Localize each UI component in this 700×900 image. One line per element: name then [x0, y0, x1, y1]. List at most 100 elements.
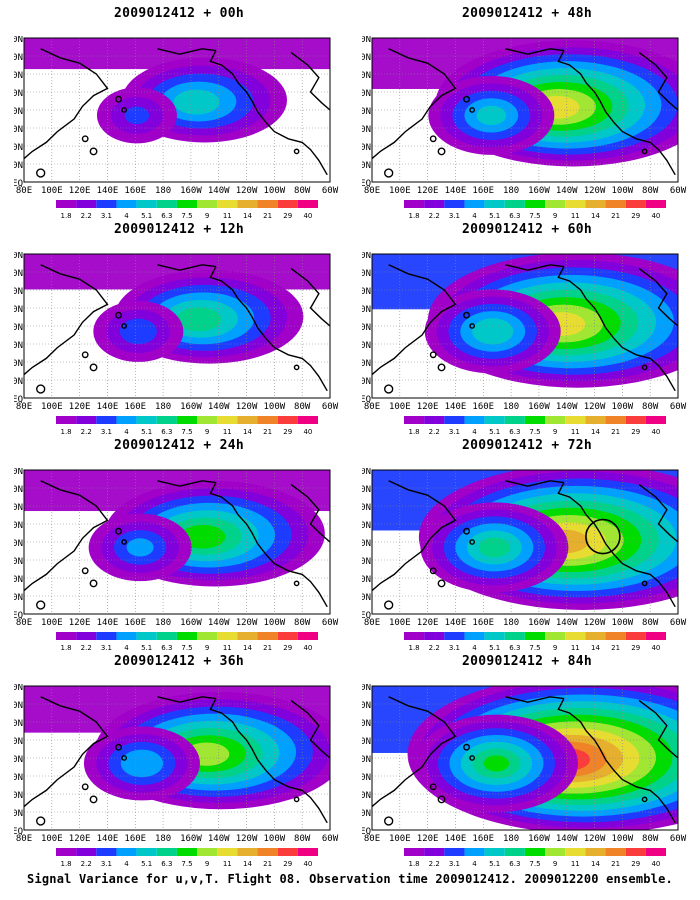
colorbar-label: 40	[651, 428, 660, 436]
lat-lon-grid	[372, 686, 678, 830]
colorbar-swatch	[504, 848, 525, 856]
colorbar-label: 11	[223, 644, 232, 652]
lon-tick-label: 100E	[389, 834, 411, 844]
colorbar-label: 11	[571, 860, 580, 868]
lon-tick-label: 140E	[97, 402, 119, 412]
colorbar-label: 9	[553, 644, 557, 652]
lat-tick-label: 60N	[14, 287, 23, 297]
lat-tick-label: 10N	[362, 161, 371, 171]
colorbar-label: 5.1	[141, 428, 152, 436]
map-frame	[371, 469, 679, 615]
colorbar-swatch	[545, 416, 566, 424]
colorbar-swatch	[484, 632, 505, 640]
lat-lon-grid	[24, 38, 330, 182]
lat-tick-label: EQ	[362, 611, 371, 621]
colorbar: 1.8 2.2 3.1 4 5.1 6.3 7.5 9 11 14 21 29 40	[56, 200, 318, 220]
colorbar-label: 29	[283, 428, 292, 436]
colorbar: 1.8 2.2 3.1 4 5.1 6.3 7.5 9 11 14 21 29 40	[404, 848, 666, 868]
lon-tick-label: 180	[155, 834, 171, 844]
figure-caption: Signal Variance for u,v,T. Flight 08. Ob…	[27, 872, 673, 886]
colorbar-swatch	[156, 416, 177, 424]
lon-tick-label: 120W	[584, 186, 606, 196]
colorbar-label: 11	[571, 212, 580, 220]
lat-tick-label: 10N	[362, 377, 371, 387]
lat-tick-label: 60N	[362, 503, 371, 513]
variance-contour-level	[176, 307, 222, 332]
lat-tick-label: 40N	[14, 107, 23, 117]
colorbar-swatch	[156, 848, 177, 856]
lon-tick-label: 60W	[322, 186, 339, 196]
colorbar-label: 11	[571, 644, 580, 652]
lat-tick-label: 50N	[14, 737, 23, 747]
colorbar-label: 14	[591, 212, 600, 220]
variance-field	[372, 38, 678, 167]
lat-tick-label: 40N	[362, 323, 371, 333]
lon-tick-label: 120W	[584, 402, 606, 412]
colorbar-swatch	[645, 200, 666, 208]
lon-tick-label: 140W	[556, 402, 578, 412]
colorbar-label: 4	[472, 644, 477, 652]
lat-tick-label: 20N	[362, 791, 371, 801]
lon-tick-label: 100E	[389, 402, 411, 412]
coastlines	[24, 264, 330, 394]
lon-tick-label: 120E	[417, 402, 439, 412]
colorbar-swatch	[297, 416, 318, 424]
colorbar-label: 29	[283, 644, 292, 652]
variance-contour-level	[119, 318, 157, 345]
colorbar-label: 40	[303, 860, 312, 868]
lon-tick-label: 140E	[97, 834, 119, 844]
colorbar-label: 3.1	[449, 860, 460, 868]
lon-tick-label: 120E	[417, 834, 439, 844]
lon-tick-label: 100W	[264, 186, 286, 196]
colorbar-swatch	[504, 632, 525, 640]
lat-tick-label: 20N	[14, 791, 23, 801]
colorbar-label: 1.8	[409, 212, 420, 220]
lon-tick-label: 100E	[41, 186, 63, 196]
map-panel-60h: 2009012412 + 60h 80N 70N 60N 50N 40N 30N 20N 10N…	[362, 222, 692, 436]
lat-tick-label: 50N	[14, 305, 23, 315]
lat-tick-label: 20N	[14, 359, 23, 369]
colorbar-swatch	[504, 200, 525, 208]
colorbar-label: 3.1	[449, 212, 460, 220]
variance-field	[372, 686, 678, 830]
colorbar-label: 7.5	[181, 860, 192, 868]
variance-contour-level	[180, 524, 226, 549]
lon-tick-label: 120W	[236, 618, 258, 628]
lon-tick-label: 120E	[69, 402, 91, 412]
lon-tick-label: 80W	[294, 402, 311, 412]
colorbar-swatch	[484, 416, 505, 424]
colorbar-swatch	[277, 416, 298, 424]
colorbar-label: 1.8	[409, 428, 420, 436]
colorbar-label: 7.5	[529, 428, 540, 436]
lat-tick-label: 80N	[362, 468, 371, 477]
colorbar-swatch	[176, 200, 198, 208]
colorbar-swatch	[197, 416, 218, 424]
lon-tick-label: 140W	[556, 834, 578, 844]
lon-tick-label: 60W	[670, 186, 687, 196]
colorbar-label: 29	[631, 212, 640, 220]
lon-tick-label: 80E	[364, 834, 380, 844]
lat-tick-label: 10N	[14, 161, 23, 171]
lat-tick-label: 60N	[14, 719, 23, 729]
variance-field	[372, 470, 678, 610]
lat-tick-label: 20N	[362, 143, 371, 153]
colorbar-swatch	[625, 200, 646, 208]
colorbar-swatch	[217, 848, 238, 856]
colorbar-label: 40	[303, 428, 312, 436]
colorbar-label: 14	[243, 212, 252, 220]
lat-tick-label: 80N	[14, 468, 23, 477]
lat-tick-label: 30N	[362, 773, 371, 783]
colorbar-label: 5.1	[141, 860, 152, 868]
colorbar-swatch	[404, 632, 425, 640]
variance-contour-level	[120, 749, 164, 778]
lat-lon-grid	[24, 686, 330, 830]
colorbar-swatch	[237, 200, 258, 208]
colorbar-label: 21	[611, 428, 620, 436]
colorbar-swatch	[277, 848, 298, 856]
colorbar-swatch	[464, 416, 485, 424]
lat-tick-label: 30N	[14, 773, 23, 783]
colorbar: 1.8 2.2 3.1 4 5.1 6.3 7.5 9 11 14 21 29 40	[56, 848, 318, 868]
colorbar-swatch	[197, 632, 218, 640]
